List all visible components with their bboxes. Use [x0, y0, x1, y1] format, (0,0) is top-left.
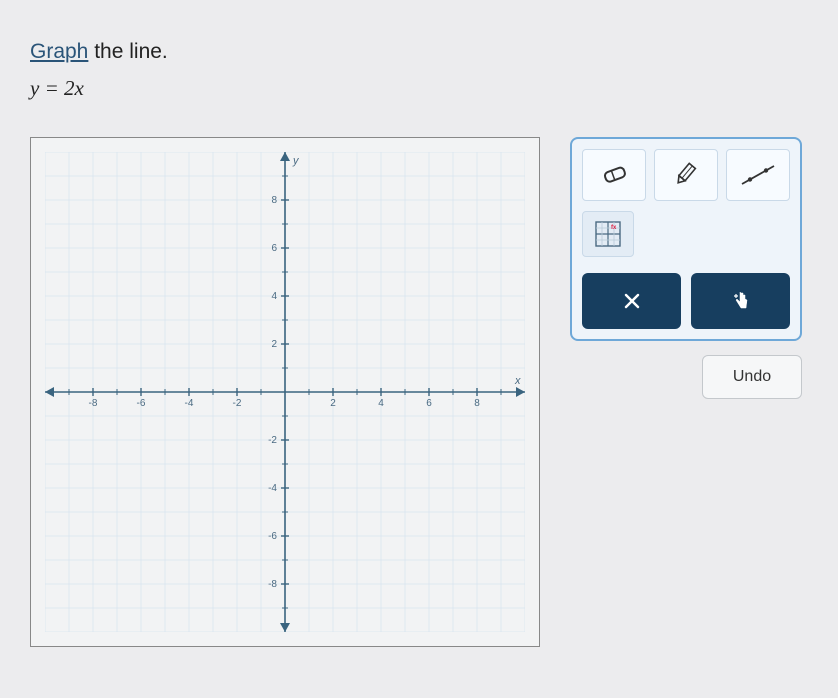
close-icon	[622, 291, 642, 311]
line-tool[interactable]	[726, 149, 790, 201]
close-button[interactable]	[582, 273, 681, 329]
svg-text:-2: -2	[268, 435, 277, 446]
svg-text:-6: -6	[268, 531, 277, 542]
svg-text:4: 4	[378, 398, 384, 409]
instruction-rest: the line.	[88, 40, 167, 63]
undo-button[interactable]: Undo	[702, 355, 802, 399]
svg-text:6: 6	[271, 243, 277, 254]
svg-text:fx: fx	[611, 225, 617, 231]
pointer-button[interactable]	[691, 273, 790, 329]
eraser-tool[interactable]	[582, 149, 646, 201]
instruction-text: Graph the line.	[30, 40, 808, 64]
svg-text:2: 2	[271, 339, 277, 350]
pencil-tool[interactable]	[654, 149, 718, 201]
line-icon	[738, 162, 778, 188]
svg-text:-2: -2	[233, 398, 242, 409]
svg-text:-4: -4	[185, 398, 194, 409]
svg-text:8: 8	[271, 195, 277, 206]
eraser-icon	[599, 164, 629, 186]
svg-text:-6: -6	[137, 398, 146, 409]
svg-text:-8: -8	[268, 579, 277, 590]
svg-text:-4: -4	[268, 483, 277, 494]
grid-marker-icon: fx	[595, 221, 621, 247]
pencil-icon	[671, 162, 701, 188]
svg-text:x: x	[514, 375, 521, 387]
svg-text:2: 2	[330, 398, 336, 409]
svg-text:8: 8	[474, 398, 480, 409]
undo-label: Undo	[733, 368, 771, 386]
toolbox-panel: fx	[570, 137, 802, 341]
grid-marker-tool[interactable]: fx	[582, 211, 634, 257]
svg-text:-8: -8	[89, 398, 98, 409]
svg-text:6: 6	[426, 398, 432, 409]
instruction-keyword: Graph	[30, 40, 88, 63]
equation-text: y = 2x	[30, 76, 808, 101]
graph-canvas[interactable]: -8-6-4-22468-8-6-4-22468xy	[30, 137, 540, 647]
pointer-hand-icon	[728, 288, 754, 314]
svg-text:4: 4	[271, 291, 277, 302]
